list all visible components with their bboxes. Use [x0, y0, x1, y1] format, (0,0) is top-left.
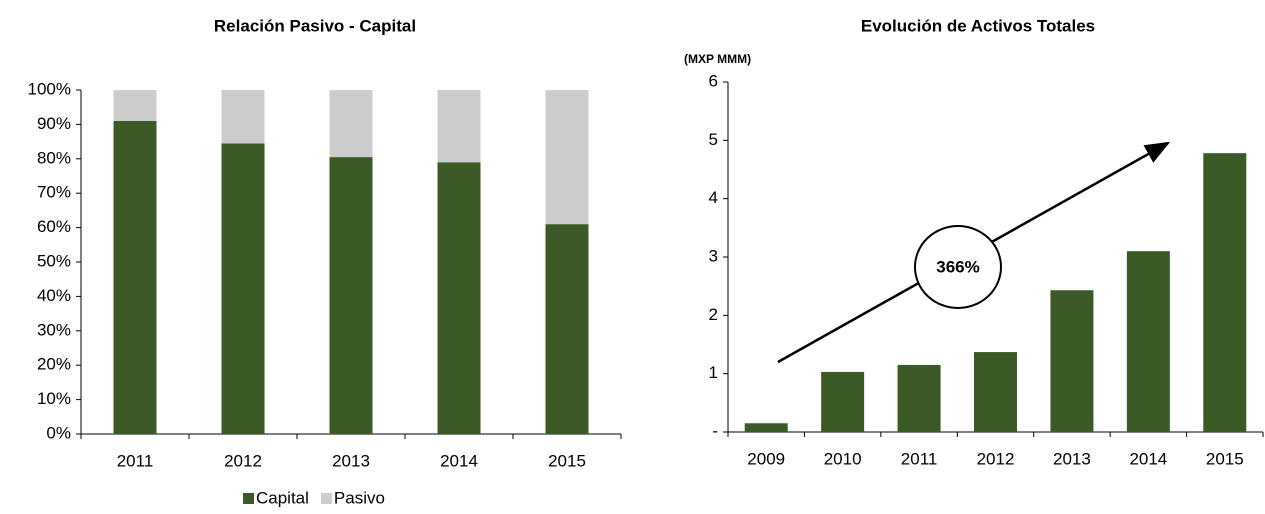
x-tick-label: 2009: [747, 449, 785, 468]
y-tick-label: 70%: [37, 183, 71, 202]
bar: [1050, 290, 1094, 432]
y-tick-label: 50%: [37, 251, 71, 270]
bar-segment: [221, 90, 265, 144]
y-tick-label: 2: [709, 305, 718, 324]
chart-title: Relación Pasivo - Capital: [214, 16, 416, 35]
annotation-circle: [914, 225, 1002, 309]
x-tick-label: 2014: [1129, 449, 1167, 468]
legend-swatch: [320, 493, 332, 504]
x-tick-label: 2012: [977, 449, 1015, 468]
bar-segment: [113, 120, 157, 435]
y-tick-label: 100%: [28, 79, 71, 98]
legend-swatch: [243, 493, 254, 504]
bar-segment: [329, 90, 373, 158]
x-tick-label: 2015: [548, 451, 586, 470]
bar-segment: [329, 157, 373, 434]
bar: [974, 352, 1017, 432]
bar-segment: [437, 90, 481, 163]
x-tick-label: 2013: [332, 451, 370, 470]
bar: [821, 371, 865, 432]
x-tick-label: 2015: [1206, 449, 1244, 468]
y-tick-label: 4: [709, 188, 718, 207]
y-tick-label: 30%: [37, 320, 71, 339]
y-tick-label: 40%: [37, 286, 71, 305]
bar: [744, 423, 788, 432]
bar-segment: [545, 90, 589, 225]
y-tick-label: 80%: [37, 148, 71, 167]
bar: [1203, 153, 1247, 432]
y-tick-label: 90%: [37, 114, 71, 133]
bar: [897, 364, 941, 432]
x-tick-label: 2012: [224, 451, 262, 470]
x-tick-label: 2014: [440, 451, 478, 470]
y-tick-label: 3: [709, 246, 718, 265]
x-tick-label: 2011: [901, 449, 938, 468]
legend-label: Pasivo: [334, 488, 385, 507]
y-tick-label: 0%: [46, 423, 71, 442]
legend-label: Capital: [256, 488, 309, 507]
y-tick-label: 10%: [37, 389, 71, 408]
y-tick-label: 6: [709, 71, 718, 90]
axis-label: (MXP MMM): [684, 52, 751, 66]
bar-segment: [113, 90, 157, 121]
x-tick-label: 2010: [824, 449, 862, 468]
bar-segment: [545, 224, 589, 434]
y-tick-label: 5: [709, 130, 718, 149]
bar-segment: [437, 162, 481, 435]
annotation: 366%: [936, 257, 979, 276]
chart-title: Evolución de Activos Totales: [861, 16, 1095, 35]
y-tick-label: -: [712, 421, 718, 440]
y-tick-label: 1: [709, 363, 718, 382]
bar: [1126, 251, 1170, 432]
y-tick-label: 60%: [37, 217, 71, 236]
x-tick-label: 2013: [1053, 449, 1091, 468]
x-tick-label: 2011: [117, 451, 154, 470]
bar-segment: [221, 143, 265, 434]
y-tick-label: 20%: [37, 355, 71, 374]
